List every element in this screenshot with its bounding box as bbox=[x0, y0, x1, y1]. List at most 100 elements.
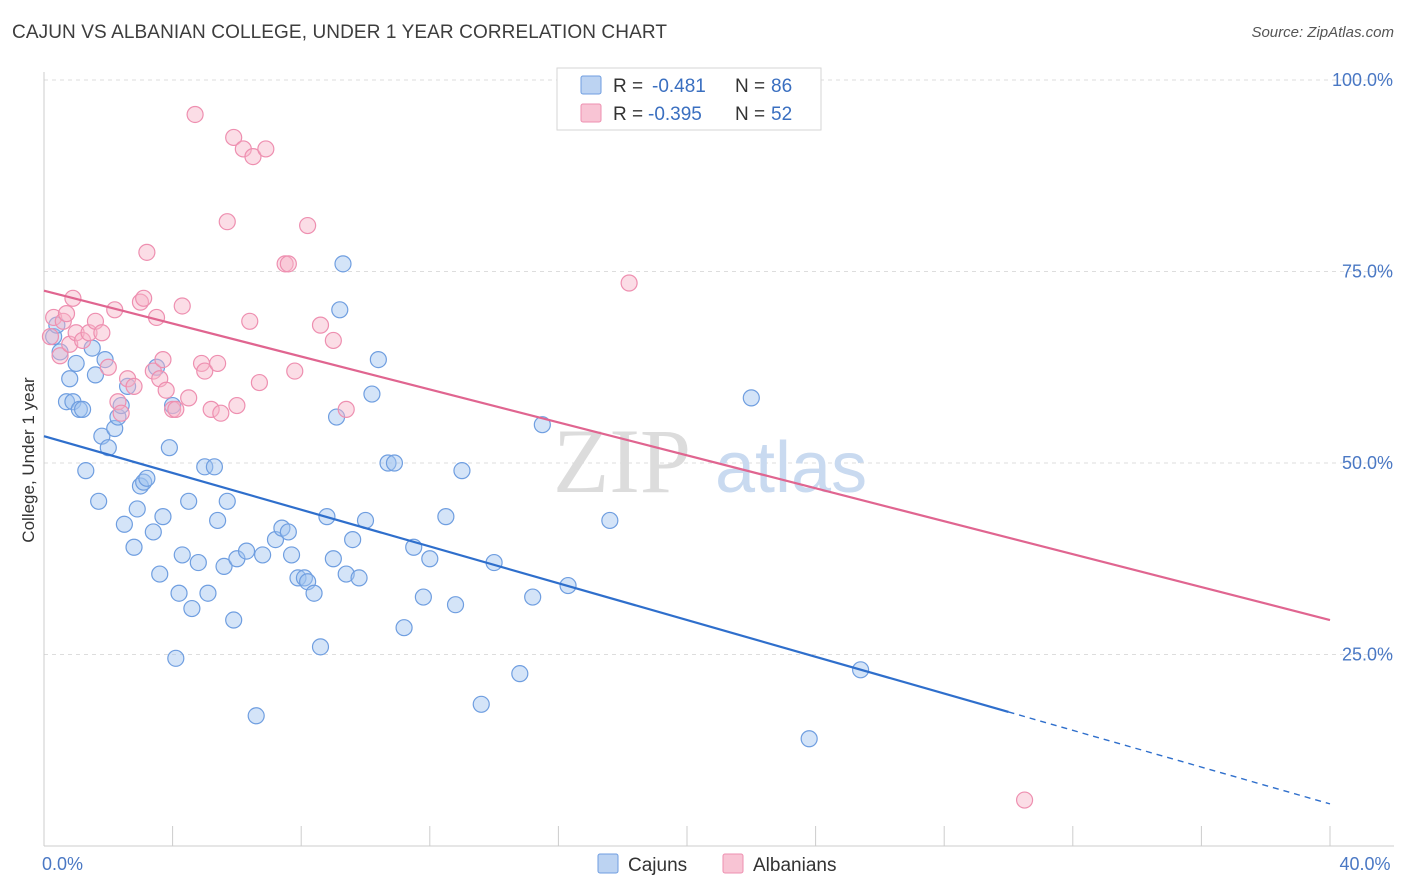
albanian-point-4 bbox=[57, 305, 76, 323]
albanian-point-30 bbox=[186, 105, 204, 124]
cajun-point-43 bbox=[218, 492, 236, 510]
cajun-point-34 bbox=[173, 546, 191, 564]
cajun-point-41 bbox=[209, 511, 227, 530]
legend-n-value-1: 86 bbox=[771, 76, 792, 97]
albanian-point-52 bbox=[1015, 791, 1034, 809]
cajun-trend-line bbox=[43, 435, 1009, 714]
cajun-point-57 bbox=[311, 638, 330, 656]
trend-lines bbox=[43, 289, 1331, 805]
albanian-point-51 bbox=[620, 274, 638, 292]
cajun-point-9 bbox=[77, 462, 95, 480]
cajun-point-42 bbox=[215, 557, 233, 576]
cajun-point-35 bbox=[180, 492, 198, 510]
albanian-point-42 bbox=[250, 373, 269, 392]
cajun-point-61 bbox=[331, 301, 349, 319]
cajun-point-19 bbox=[115, 515, 133, 533]
cajun-point-70 bbox=[395, 619, 413, 637]
x-axis-labels: 0.0% 40.0% bbox=[42, 854, 1391, 874]
cajun-point-28 bbox=[151, 565, 169, 583]
albanian-point-43 bbox=[257, 140, 275, 158]
albanian-point-15 bbox=[112, 404, 130, 422]
cajun-point-69 bbox=[385, 454, 404, 472]
series-albanians bbox=[41, 105, 1034, 809]
cajun-point-36 bbox=[183, 599, 201, 618]
cajun-point-56 bbox=[305, 584, 323, 602]
cajun-point-82 bbox=[533, 416, 551, 434]
cajun-point-32 bbox=[167, 649, 185, 667]
cajun-point-8 bbox=[73, 400, 92, 418]
albanian-point-25 bbox=[157, 381, 175, 399]
cajun-point-72 bbox=[414, 588, 432, 606]
legend-n-value-2: 52 bbox=[771, 104, 792, 125]
cajun-point-40 bbox=[205, 458, 223, 476]
cajun-point-79 bbox=[334, 255, 352, 273]
legend-swatch-pink bbox=[580, 103, 602, 123]
legend-r-label-2: R = bbox=[613, 104, 643, 125]
y-tick-label-2: 75.0% bbox=[1342, 262, 1393, 282]
albanian-point-32 bbox=[196, 362, 214, 380]
cajun-point-38 bbox=[196, 458, 214, 476]
cajun-point-22 bbox=[128, 500, 146, 518]
legend-r-label-1: R = bbox=[613, 76, 643, 97]
albanian-point-19 bbox=[135, 289, 153, 307]
albanian-point-17 bbox=[125, 377, 143, 395]
y-tick-label-3: 100.0% bbox=[1332, 70, 1393, 90]
albanian-point-28 bbox=[173, 297, 191, 315]
source-label: Source: ZipAtlas.com bbox=[1251, 24, 1394, 41]
bottom-legend-albanians: Albanians bbox=[753, 855, 836, 876]
albanian-point-38 bbox=[228, 396, 246, 415]
cajun-point-85 bbox=[742, 389, 760, 407]
y-axis-labels: 25.0% 50.0% 75.0% 100.0% bbox=[1332, 70, 1393, 665]
bottom-legend-swatch-albanians bbox=[722, 853, 744, 874]
albanian-point-36 bbox=[218, 213, 236, 231]
cajun-point-39 bbox=[199, 584, 217, 602]
cajun-point-66 bbox=[363, 385, 381, 403]
cajun-point-67 bbox=[369, 350, 387, 369]
albanian-point-1 bbox=[45, 308, 63, 327]
albanian-point-29 bbox=[180, 389, 198, 407]
cajun-point-77 bbox=[472, 695, 490, 713]
legend-swatch-blue bbox=[580, 75, 602, 95]
albanian-point-24 bbox=[154, 350, 172, 369]
cajun-point-48 bbox=[254, 546, 272, 564]
cajun-trend-extension bbox=[1008, 711, 1331, 805]
x-tick-label-1: 40.0% bbox=[1339, 854, 1390, 874]
albanian-point-50 bbox=[337, 400, 355, 418]
albanian-point-20 bbox=[138, 243, 156, 261]
albanian-point-12 bbox=[99, 358, 117, 376]
cajun-point-63 bbox=[344, 530, 362, 549]
y-axis-title: College, Under 1 year bbox=[19, 377, 38, 543]
cajun-point-30 bbox=[160, 439, 178, 457]
cajun-point-68 bbox=[379, 454, 397, 472]
albanian-point-27 bbox=[167, 400, 185, 418]
chart-title: CAJUN VS ALBANIAN COLLEGE, UNDER 1 YEAR … bbox=[12, 22, 668, 43]
cajun-point-59 bbox=[324, 550, 342, 568]
cajun-point-11 bbox=[86, 366, 105, 384]
albanian-point-35 bbox=[212, 404, 230, 422]
bottom-legend-cajuns: Cajuns bbox=[628, 855, 687, 876]
cajun-point-64 bbox=[350, 569, 368, 587]
albanian-point-47 bbox=[299, 216, 317, 235]
cajun-point-81 bbox=[524, 588, 542, 606]
cajun-point-52 bbox=[282, 546, 301, 564]
albanian-point-48 bbox=[311, 316, 330, 334]
cajun-point-76 bbox=[453, 462, 471, 480]
gridlines bbox=[44, 79, 1394, 655]
cajun-point-51 bbox=[279, 523, 297, 541]
albanian-point-34 bbox=[209, 354, 227, 373]
albanian-point-0 bbox=[41, 328, 60, 346]
albanian-point-40 bbox=[241, 312, 259, 330]
legend-n-label-1: N = bbox=[735, 76, 765, 97]
albanian-point-49 bbox=[324, 331, 342, 350]
cajun-point-53 bbox=[289, 569, 307, 587]
cajun-point-47 bbox=[247, 707, 265, 725]
legend-r-value-1: -0.481 bbox=[652, 76, 706, 97]
albanian-point-37 bbox=[225, 128, 243, 147]
y-tick-label-1: 50.0% bbox=[1342, 453, 1393, 473]
cajun-point-75 bbox=[446, 596, 465, 614]
cajun-point-46 bbox=[237, 542, 256, 560]
cajun-point-84 bbox=[601, 511, 619, 530]
bottom-legend-swatch-cajuns bbox=[597, 853, 619, 874]
albanian-point-2 bbox=[51, 347, 69, 365]
